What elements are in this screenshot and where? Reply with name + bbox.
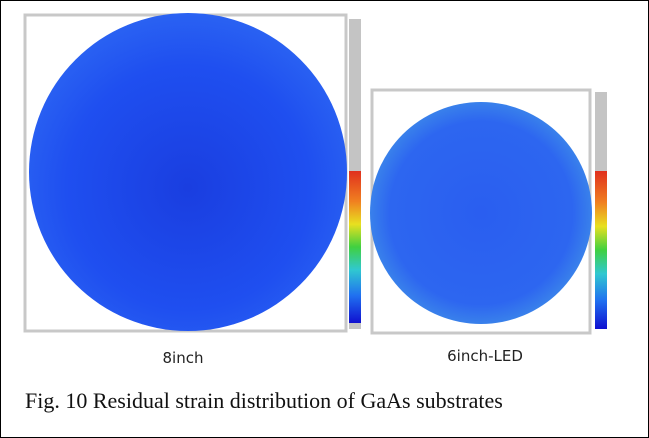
panel-label: 8inch [163,349,204,367]
colorbar-cap [349,19,361,171]
colorbar-cap [595,92,607,171]
wafer-map [370,102,592,324]
colorbar [349,171,361,323]
caption: Fig. 10 Residual strain distribution of … [25,388,503,413]
colorbar-cap [349,323,361,329]
panel-label: 6inch-LED [447,347,523,365]
colorbar [595,171,607,329]
wafer-map [29,13,347,331]
